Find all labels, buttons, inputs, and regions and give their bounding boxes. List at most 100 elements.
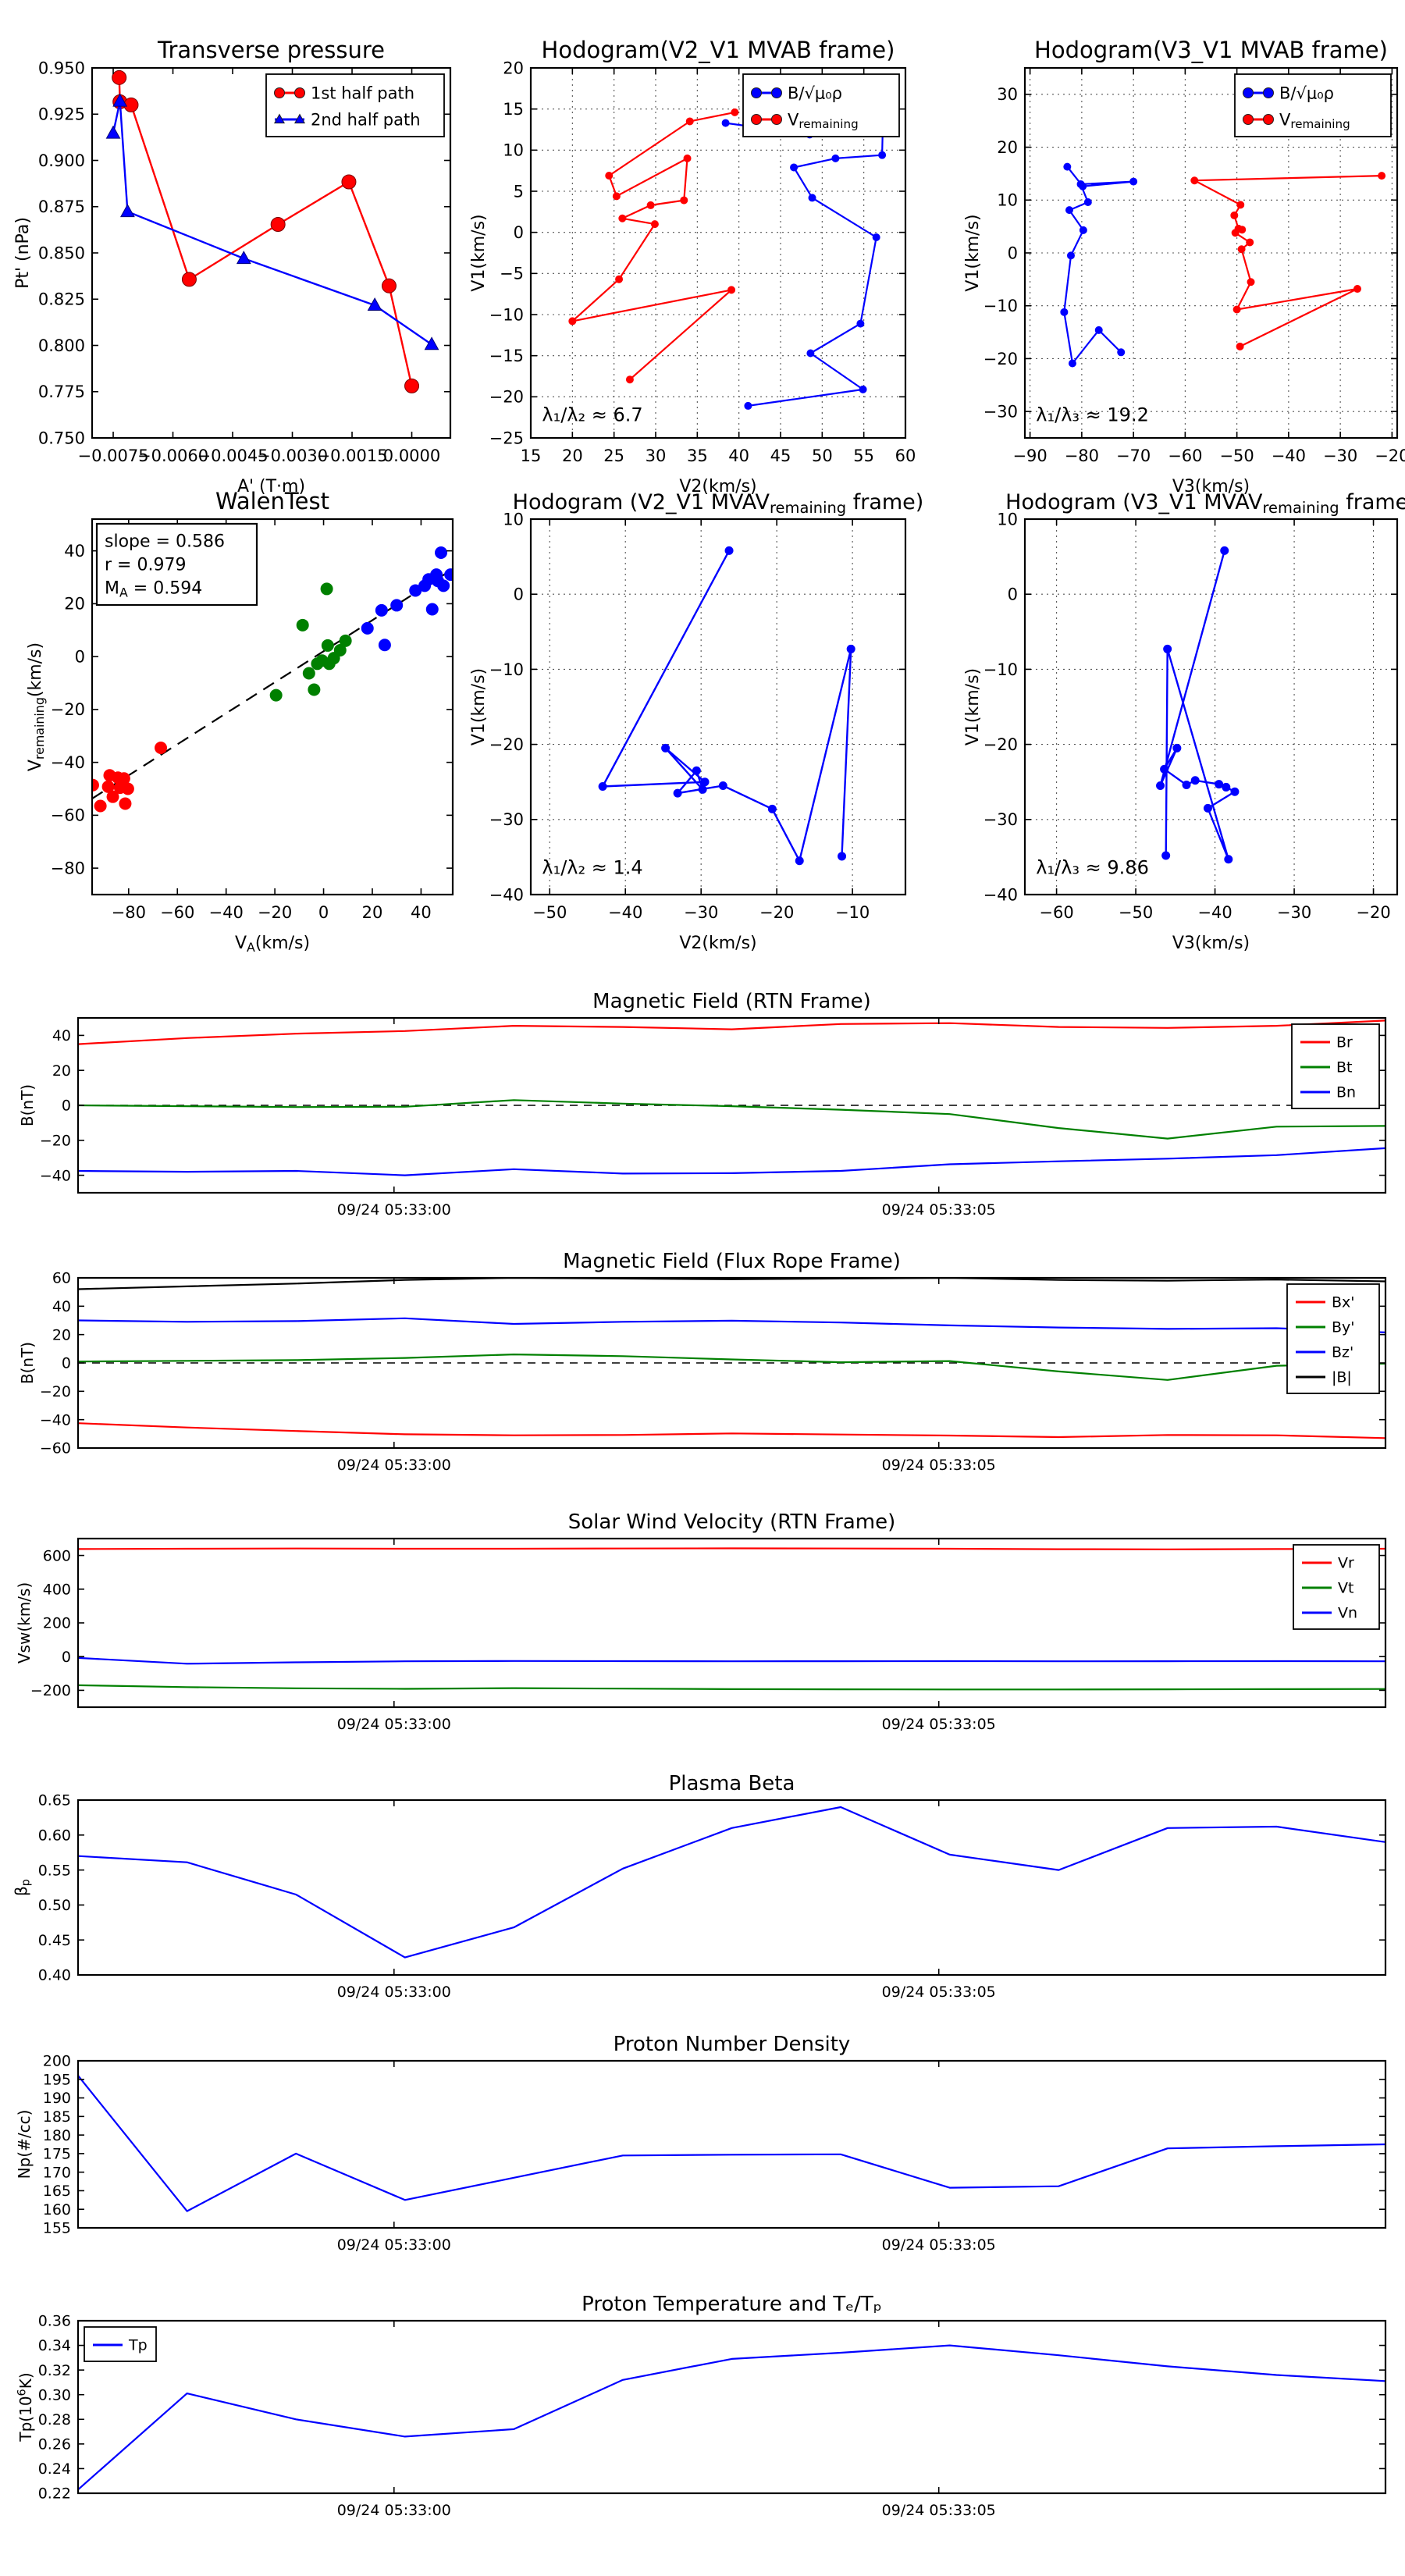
- magnetic-field-rtn-br-line: [78, 1019, 1385, 1045]
- y-tick-label: 5: [514, 182, 524, 201]
- circle-marker: [270, 217, 286, 233]
- circle-marker: [771, 114, 782, 125]
- y-axis-label: βp: [12, 1879, 33, 1896]
- x-tick-label: −30: [1323, 447, 1357, 465]
- y-tick-label: −20: [40, 1132, 71, 1149]
- circle-marker: [718, 781, 727, 791]
- circle-marker: [1236, 342, 1244, 350]
- axes-frame: [76, 1537, 1387, 1709]
- y-tick-label: 40: [52, 1027, 71, 1044]
- y-tick-label: 165: [43, 2183, 71, 2200]
- proton-number-density-np-line: [78, 2074, 1385, 2212]
- axes-frame: [1023, 518, 1399, 896]
- hodogram-v3v1-mvab-vrem-line: [1193, 175, 1383, 347]
- circle-marker: [94, 799, 107, 813]
- axes-frame: [529, 66, 907, 439]
- circle-marker: [321, 639, 334, 652]
- solar-wind-velocity-rtn-legend: Vr Vt Vn: [1293, 1544, 1380, 1630]
- x-tick-label: −30: [1277, 903, 1311, 922]
- circle-marker: [155, 742, 168, 755]
- y-tick-label: 0.45: [38, 1932, 71, 1949]
- y-tick-label: 30: [997, 85, 1018, 104]
- chart-title: Proton Number Density: [614, 2033, 851, 2056]
- legend-label: By': [1332, 1319, 1355, 1336]
- circle-marker: [646, 201, 655, 209]
- x-tick-label: 40: [411, 903, 432, 922]
- circle-marker: [751, 87, 762, 98]
- circle-marker: [767, 804, 777, 813]
- y-tick-label: 0.950: [38, 59, 85, 77]
- circle-marker: [1230, 211, 1239, 219]
- x-tick-label: 09/24 05:33:00: [337, 1984, 451, 2001]
- y-tick-label: −80: [51, 859, 85, 877]
- circle-marker: [1190, 176, 1199, 185]
- y-tick-label: 170: [43, 2164, 71, 2181]
- circle-marker: [790, 163, 799, 172]
- stats-line: slope = 0.586: [105, 532, 225, 552]
- circle-marker: [605, 171, 614, 180]
- triangle-marker: [273, 113, 286, 124]
- x-tick-label: 30: [646, 447, 667, 465]
- hodogram-v3v1-mvab-vrem-markers: [1190, 172, 1386, 350]
- y-tick-label: 180: [43, 2127, 71, 2144]
- legend-label: Br: [1336, 1034, 1353, 1051]
- circle-marker: [1246, 238, 1254, 247]
- x-tick-label: 09/24 05:33:05: [882, 2502, 996, 2519]
- y-axis-label: Pt' (nPa): [13, 217, 33, 289]
- y-tick-label: −10: [489, 305, 524, 324]
- x-tick-label: 40: [728, 447, 749, 465]
- circle-marker: [106, 790, 119, 803]
- y-tick-label: 200: [43, 1615, 71, 1632]
- y-tick-label: 0: [514, 223, 524, 242]
- proton-temperature-tp-line: [78, 2344, 1385, 2491]
- circle-marker: [308, 683, 321, 696]
- x-tick-label: −70: [1116, 447, 1151, 465]
- y-tick-label: 0.750: [38, 429, 85, 447]
- x-tick-label: −0.0030: [257, 447, 328, 465]
- x-tick-label: −50: [1219, 447, 1254, 465]
- transverse-pressure: −0.0075−0.0060−0.0045−0.0030−0.00150.000…: [13, 37, 452, 496]
- circle-marker: [612, 192, 621, 201]
- y-tick-label: −20: [40, 1383, 71, 1400]
- y-tick-label: 10: [997, 510, 1018, 528]
- circle-marker: [121, 782, 134, 795]
- y-tick-label: 0.28: [38, 2411, 71, 2428]
- y-tick-label: −30: [984, 810, 1018, 829]
- triangle-marker: [236, 251, 251, 265]
- x-tick-label: −20: [1375, 447, 1405, 465]
- chart-title: Solar Wind Velocity (RTN Frame): [568, 1510, 895, 1534]
- y-tick-label: −40: [40, 1167, 71, 1184]
- x-tick-label: 09/24 05:33:05: [882, 2236, 996, 2254]
- circle-marker: [1182, 781, 1191, 790]
- triangle-marker: [119, 204, 135, 218]
- y-tick-label: −30: [984, 402, 1018, 421]
- circle-marker: [731, 108, 739, 116]
- x-tick-label: −10: [835, 903, 870, 922]
- magnetic-field-rtn-legend: Br Bt Bn: [1291, 1023, 1380, 1109]
- y-tick-label: 40: [64, 542, 85, 560]
- y-tick-label: 15: [503, 100, 524, 119]
- circle-marker: [838, 852, 847, 861]
- magnetic-field-rtn: 09/24 05:33:00 09/24 05:33:05 −40 −20 0 20 40 M…: [18, 990, 1387, 1219]
- y-tick-label: 40: [52, 1298, 71, 1315]
- x-axis-label: V2(km/s): [679, 477, 756, 496]
- axes-frame: [76, 1799, 1387, 1976]
- axes-frame: [529, 518, 907, 896]
- circle-marker: [1129, 177, 1138, 186]
- y-tick-label: −20: [489, 735, 524, 754]
- hodogram-v3v1-mvab-b-markers: [1060, 162, 1138, 368]
- legend-label: 2nd half path: [311, 110, 421, 129]
- y-tick-label: 0.36: [38, 2313, 71, 2330]
- x-tick-label: 0.0000: [383, 447, 440, 465]
- x-tick-label: −50: [1119, 903, 1153, 922]
- chart-title: Hodogram(V3_V1 MVAB frame): [1034, 37, 1388, 63]
- chart-title: Hodogram (V3_V1 MVAVremaining frame): [1005, 490, 1405, 517]
- y-tick-label: 175: [43, 2146, 71, 2163]
- y-tick-label: 0.50: [38, 1897, 71, 1914]
- y-tick-label: 0.825: [38, 290, 85, 309]
- x-tick-label: 09/24 05:33:05: [882, 1457, 996, 1474]
- x-tick-label: −40: [209, 903, 244, 922]
- y-tick-label: 60: [52, 1270, 71, 1287]
- y-tick-label: 0.24: [38, 2460, 71, 2478]
- circle-marker: [1094, 326, 1103, 334]
